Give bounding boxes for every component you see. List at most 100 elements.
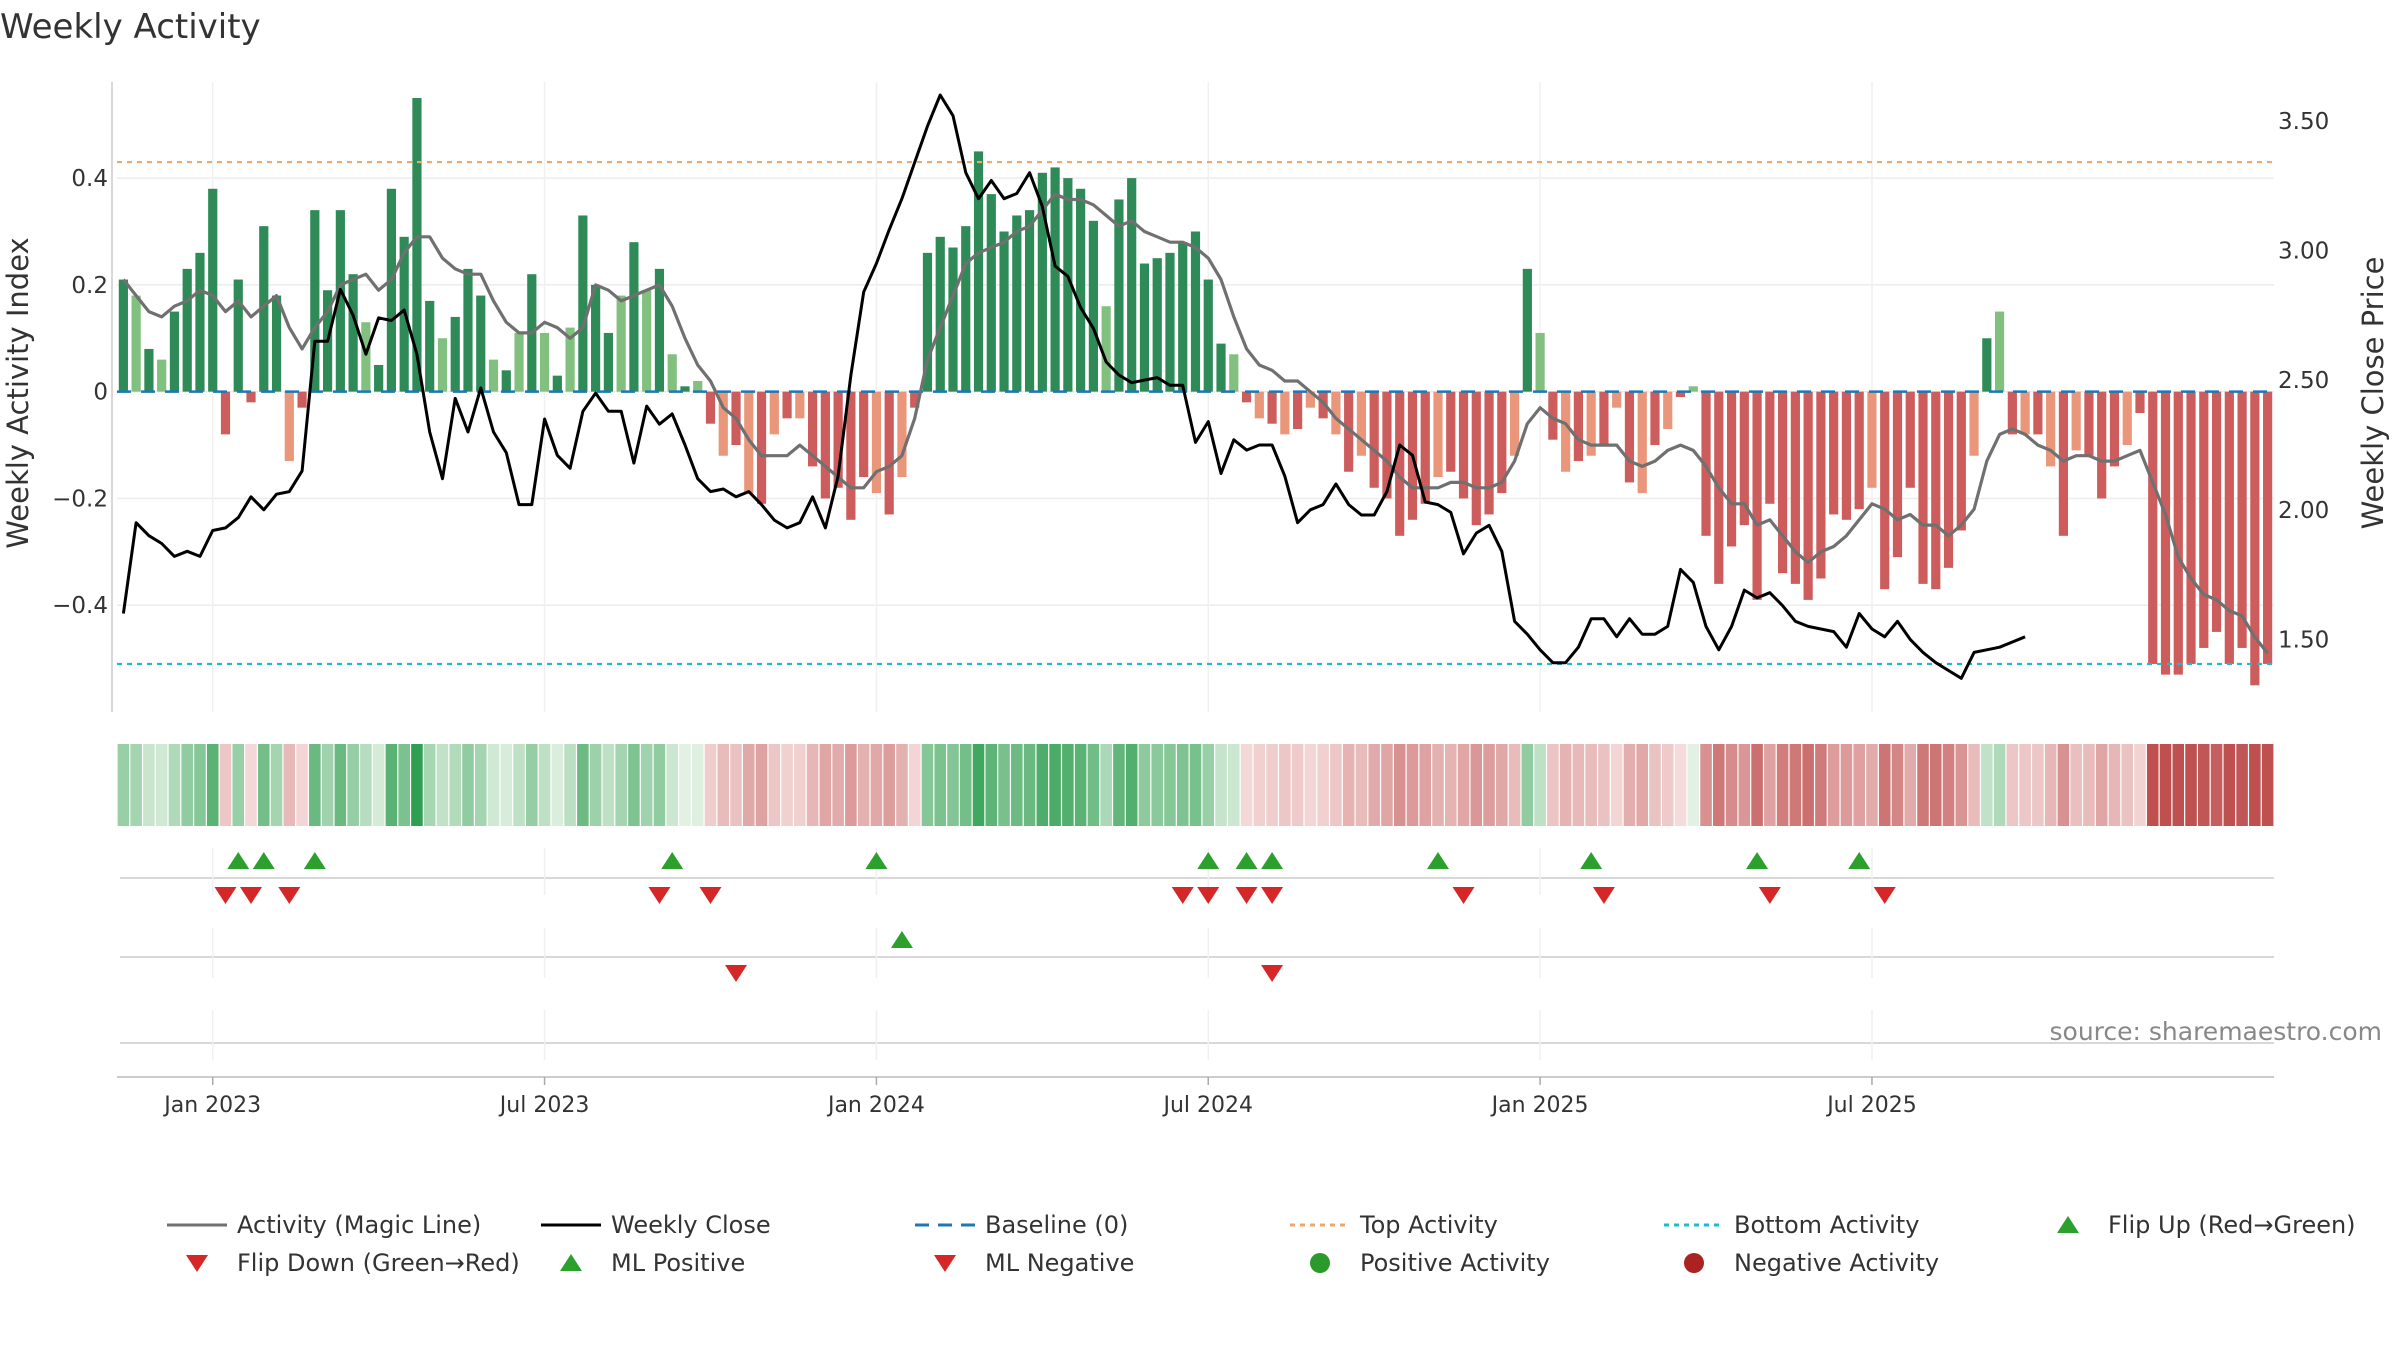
activity-bar — [2263, 391, 2273, 664]
heat-cell — [1189, 744, 1202, 826]
activity-bar — [2058, 391, 2069, 536]
activity-bar — [1267, 391, 1277, 424]
heat-cell — [1559, 744, 1572, 826]
heat-cell — [653, 744, 666, 826]
activity-bar — [1854, 391, 1864, 510]
heat-cell — [1904, 744, 1917, 826]
activity-bar — [208, 188, 218, 392]
activity-bar — [1458, 391, 1469, 499]
activity-bar — [1637, 391, 1647, 494]
heat-cell — [2134, 744, 2146, 826]
flip-down-marker — [214, 887, 237, 904]
activity-bar — [1484, 391, 1494, 515]
y-left-tick-label: 0 — [93, 380, 108, 406]
activity-bar — [1293, 391, 1303, 430]
legend-label: Positive Activity — [1360, 1249, 1550, 1277]
heat-cell — [283, 744, 296, 826]
heat-cell — [1827, 744, 1840, 826]
activity-bar — [1369, 391, 1379, 488]
activity-bar — [935, 236, 945, 392]
flip-up-marker — [1235, 852, 1258, 869]
activity-bar — [2097, 391, 2107, 499]
heat-cell — [360, 744, 372, 826]
activity-bar — [1382, 391, 1392, 499]
flip-up-marker — [252, 852, 275, 869]
heat-cell — [1674, 744, 1687, 826]
heat-cell — [2223, 744, 2236, 826]
activity-bar — [2007, 391, 2017, 435]
x-axis: Jan 2023 Jul 2023 Jan 2024 Jul 2024 Jan 2025… — [117, 1076, 2274, 1118]
heat-cell — [1087, 744, 1100, 826]
heat-cell — [474, 744, 487, 826]
y-left-tick-label: −0.4 — [52, 593, 108, 619]
heat-cell — [717, 744, 730, 826]
heat-cell — [2083, 744, 2095, 826]
heat-cell — [347, 744, 359, 826]
heat-cell — [1623, 744, 1636, 826]
activity-bar — [1548, 391, 1558, 440]
heat-cell — [206, 744, 219, 826]
heat-cell — [1776, 744, 1789, 826]
activity-bar — [1522, 268, 1532, 392]
activity-bar — [705, 391, 716, 424]
activity-bar — [922, 252, 933, 392]
activity-bar — [2211, 391, 2222, 632]
activity-bar — [1726, 391, 1737, 547]
activity-bar — [1867, 391, 1877, 488]
heat-cell — [959, 744, 972, 826]
heat-cell — [1866, 744, 1878, 826]
heat-cell — [2044, 744, 2057, 826]
activity-bar — [1433, 391, 1443, 478]
activity-bar — [374, 364, 384, 392]
heat-cell — [372, 744, 385, 826]
heat-cell — [1955, 744, 1968, 826]
heat-cell — [1483, 744, 1495, 826]
heat-cell — [781, 744, 793, 826]
legend-swatch — [186, 1255, 208, 1272]
series-lines — [121, 93, 2269, 680]
legend-swatch — [1684, 1253, 1704, 1273]
activity-bar — [1650, 391, 1660, 446]
heat-cell — [819, 744, 832, 826]
activity-bar — [667, 354, 677, 392]
activity-bar — [144, 348, 154, 392]
heat-cell — [1049, 744, 1061, 826]
activity-bar — [361, 322, 371, 392]
heat-cell — [1317, 744, 1329, 826]
heat-cell — [436, 744, 449, 826]
activity-bar — [1624, 391, 1635, 483]
heat-cell — [1266, 744, 1278, 826]
heat-cell — [1636, 744, 1648, 826]
activity-bar — [386, 188, 397, 392]
activity-bar — [1280, 391, 1290, 435]
y-left-tick-label: 0.4 — [71, 166, 108, 192]
activity-bar — [182, 268, 192, 392]
activity-bar — [718, 391, 728, 456]
activity-bar — [2046, 391, 2056, 467]
activity-bar — [2250, 391, 2260, 686]
activity-bar — [1943, 391, 1954, 568]
activity-bar — [2186, 391, 2196, 664]
heat-cell — [1815, 744, 1827, 826]
heat-cell — [1342, 744, 1355, 826]
legend-label: Flip Up (Red→Green) — [2108, 1211, 2356, 1239]
weekly-close-series — [121, 93, 2026, 680]
heat-cell — [2261, 744, 2274, 826]
activity-bar — [1076, 188, 1086, 392]
ml-negative-marker — [1261, 965, 1284, 982]
activity-bar — [488, 359, 499, 392]
flip-up-marker — [1746, 852, 1769, 869]
heat-cell — [2249, 744, 2261, 826]
heat-cell — [1023, 744, 1036, 826]
y-right-tick-label: 2.50 — [2278, 368, 2329, 394]
activity-bar — [1765, 391, 1775, 504]
activity-bar — [1752, 391, 1762, 600]
heat-cell — [2057, 744, 2070, 826]
activity-bar — [654, 268, 665, 392]
activity-bar — [808, 391, 818, 467]
activity-bar — [1216, 343, 1226, 392]
flip-down-marker — [278, 887, 301, 904]
activity-bar — [2109, 391, 2120, 467]
activity-bar — [859, 391, 869, 478]
